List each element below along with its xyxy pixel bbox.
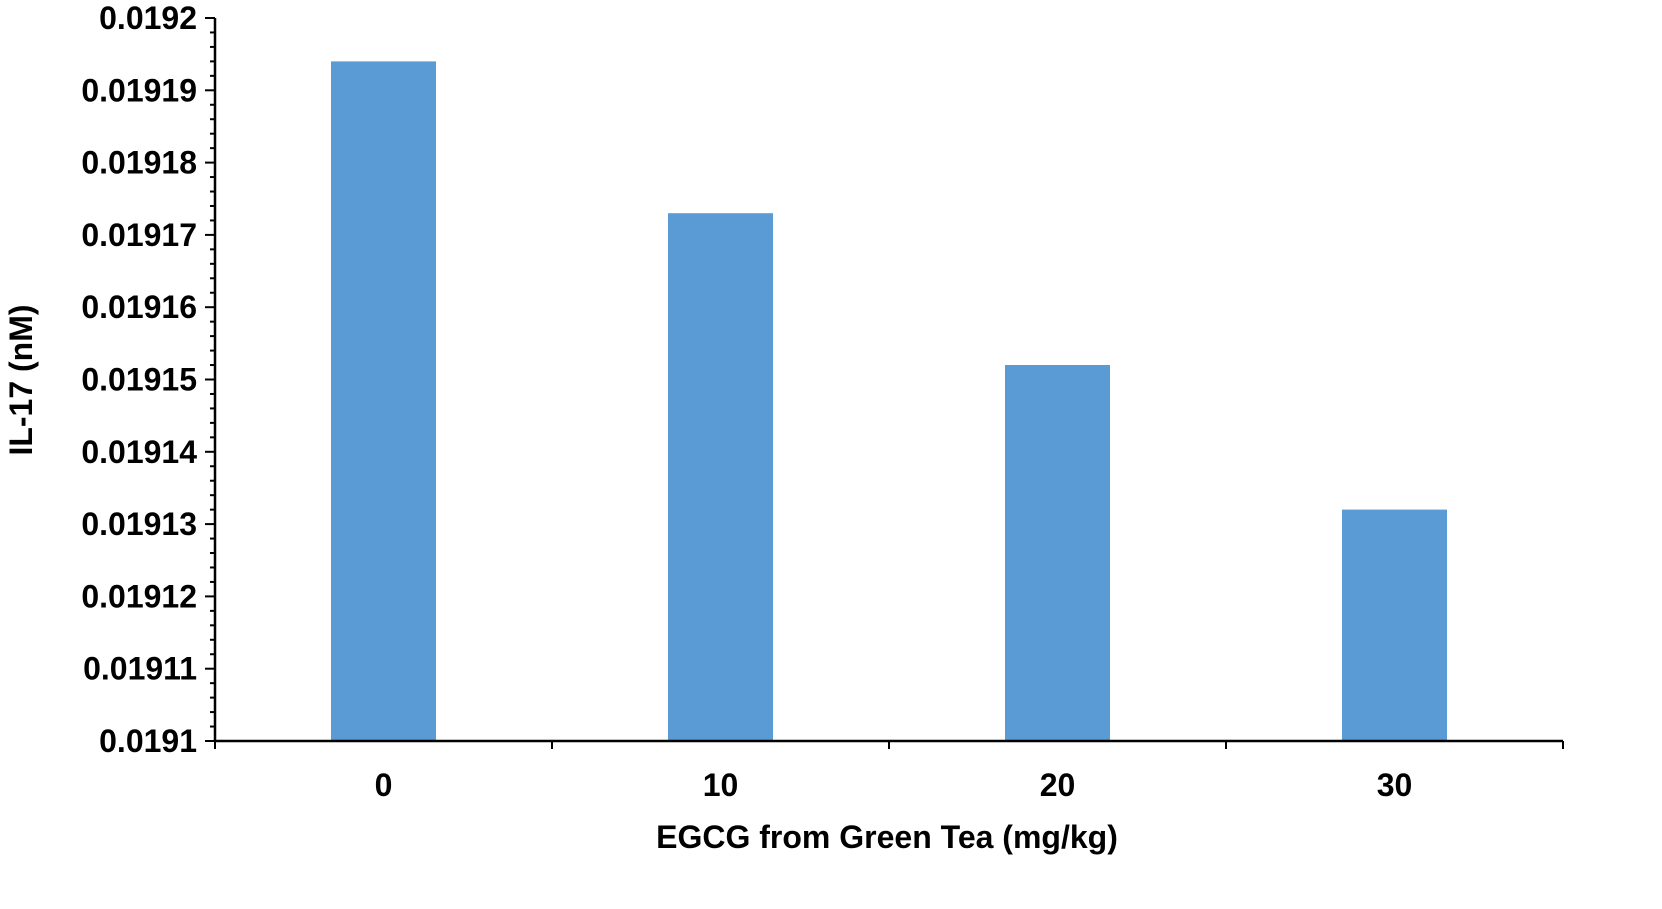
x-tick-label: 20	[1040, 767, 1076, 803]
y-tick-label: 0.0191	[99, 723, 197, 759]
bar-20	[1005, 365, 1110, 741]
y-tick-label: 0.01911	[83, 651, 197, 687]
x-axis: 0 10 20 30	[214, 739, 1564, 803]
bar-30	[1342, 509, 1447, 741]
y-tick-label: 0.0192	[99, 0, 197, 36]
y-axis-title: IL-17 (nM)	[3, 304, 39, 455]
y-axis: 0.0191 0.01911 0.01912 0.01913 0.01914 0.0191…	[81, 0, 217, 759]
x-tick-label: 0	[375, 767, 393, 803]
bar-0	[331, 61, 436, 741]
y-tick-label: 0.01913	[81, 506, 197, 542]
y-tick-label: 0.01912	[81, 578, 197, 614]
x-tick-label: 10	[703, 767, 739, 803]
bars-group	[331, 61, 1447, 741]
bar-10	[668, 213, 773, 741]
y-tick-label: 0.01914	[81, 434, 197, 470]
y-tick-label: 0.01916	[81, 289, 197, 325]
y-tick-label: 0.01919	[81, 72, 197, 108]
y-tick-label: 0.01917	[81, 217, 197, 253]
y-tick-label: 0.01918	[81, 145, 197, 181]
y-tick-label: 0.01915	[81, 362, 197, 398]
x-tick-label: 30	[1377, 767, 1413, 803]
x-axis-title: EGCG from Green Tea (mg/kg)	[656, 819, 1118, 855]
